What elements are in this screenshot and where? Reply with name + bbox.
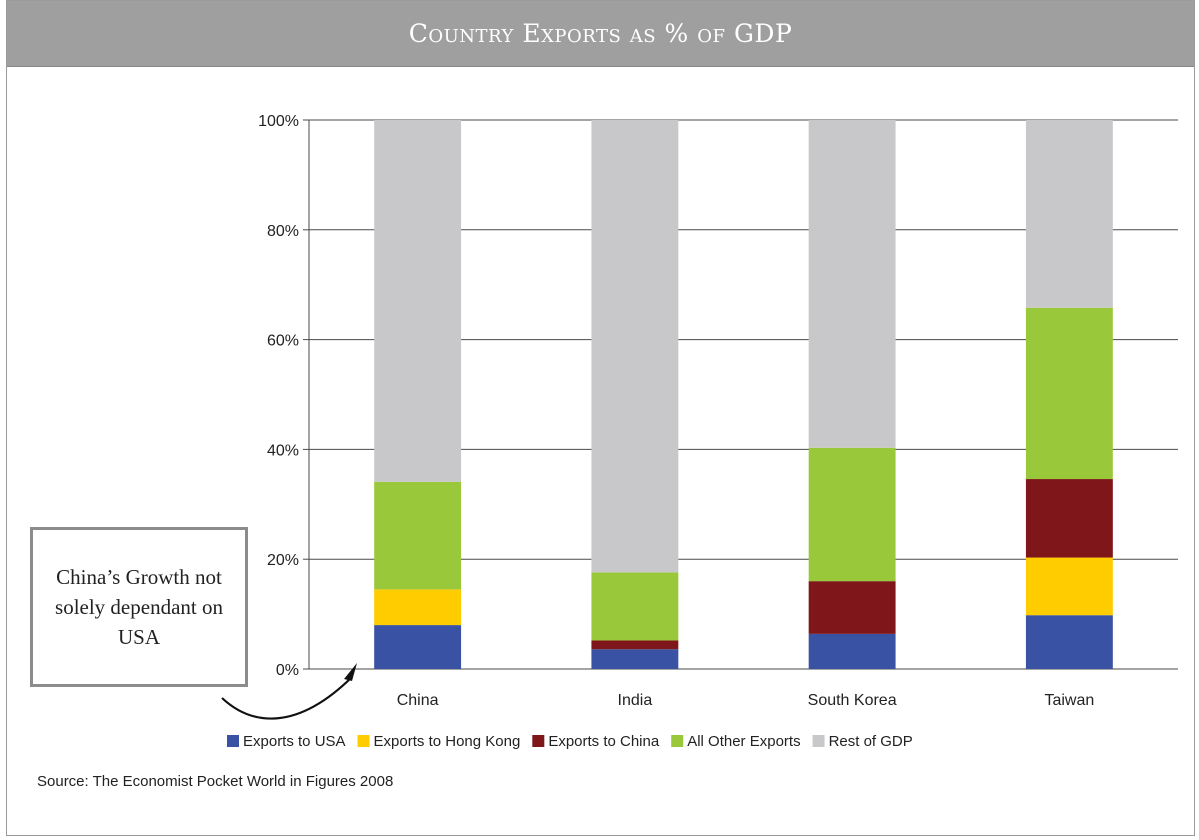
bar-segment [1025,307,1113,480]
annotation-text: China’s Growth not solely dependant on U… [55,565,223,649]
bar-segment [1025,615,1113,669]
y-tick-label: 0% [276,662,299,679]
y-tick-label: 100% [258,113,299,130]
x-tick-label: Taiwan [1044,692,1094,709]
bar-segment [591,120,679,573]
bar-segment [591,572,679,641]
legend-label: Rest of GDP [829,733,913,750]
x-tick-label: India [618,692,653,709]
legend-swatch [357,735,370,747]
chart-svg: 0% 20% 40% 60% 80% 100% China India South Korea… [221,113,1178,750]
x-tick-label: South Korea [808,692,897,709]
bar-segment [374,589,462,626]
callout-arrowhead [344,663,357,681]
legend-swatch [671,735,684,747]
bars [374,120,1113,669]
y-tick-label: 20% [267,552,299,569]
callout-arrow [221,676,353,720]
legend: Exports to USA Exports to Hong Kong Export… [227,733,913,750]
legend-label: Exports to Hong Kong [374,733,521,750]
legend-swatch [227,735,239,747]
source-note: Source: The Economist Pocket World in Fi… [37,773,394,790]
bar-segment [374,625,462,669]
y-tick-label: 80% [267,223,299,240]
title-bar: Country Exports as % of GDP [7,1,1194,67]
bar-segment [808,581,896,634]
bar-segment [1025,120,1113,308]
bar-segment [1025,557,1113,616]
x-tick-label: China [397,692,439,709]
legend-label: Exports to China [548,733,660,750]
y-tick-label: 60% [267,333,299,350]
chart-frame: Country Exports as % of GDP 0% 20% 40% 60% 8… [6,0,1195,836]
bar-segment [591,640,679,650]
legend-swatch [532,735,545,747]
y-axis: 0% 20% 40% 60% 80% 100% [258,113,310,679]
bar-segment [808,633,896,669]
bar-segment [808,447,896,582]
legend-swatch [812,735,825,747]
y-tick-label: 40% [267,442,299,459]
bar-segment [374,120,462,482]
legend-label: All Other Exports [687,733,800,750]
bar-segment [591,649,679,669]
bar-segment [808,120,896,448]
bar-segment [374,481,462,590]
x-axis-labels: China India South Korea Taiwan [397,692,1095,709]
chart-title: Country Exports as % of GDP [408,19,793,48]
legend-label: Exports to USA [243,733,346,750]
annotation-box: China’s Growth not solely dependant on U… [30,527,248,687]
bar-segment [1025,479,1113,558]
